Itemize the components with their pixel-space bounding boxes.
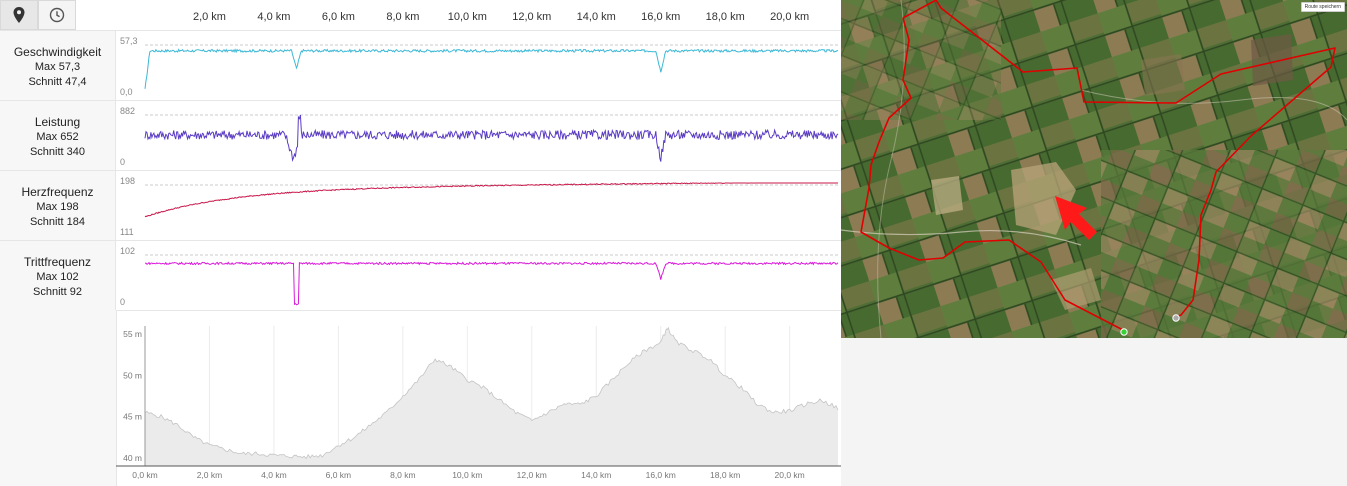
- metric-plot[interactable]: 57,3 0,0: [118, 31, 841, 101]
- distance-tick-label: 4,0 km: [257, 11, 291, 23]
- metric-row-hr: Herzfrequenz Max 198 Schnitt 184 198 111: [0, 170, 841, 241]
- time-view-button[interactable]: [38, 0, 76, 30]
- elevation-x-tick-label: 16,0 km: [646, 470, 676, 480]
- metric-max: Max 102: [36, 271, 79, 283]
- distance-tick-label: 12,0 km: [512, 11, 552, 23]
- distance-axis-top: 2,0 km 4,0 km 6,0 km 8,0 km 10,0 km 12,0 km 14…: [0, 0, 845, 30]
- metric-max: Max 57,3: [34, 61, 81, 73]
- elevation-label-column: [0, 310, 117, 486]
- metric-label: Leistung Max 652 Schnitt 340: [0, 101, 116, 171]
- map-canvas[interactable]: [841, 0, 1347, 338]
- distance-tick-label: 10,0 km: [447, 11, 487, 23]
- satellite-map[interactable]: Route speichern: [841, 0, 1347, 338]
- metric-row-cadence: Trittfrequenz Max 102 Schnitt 92 102 0: [0, 240, 841, 311]
- elevation-x-tick-label: 10,0 km: [452, 470, 482, 480]
- map-pin-icon: [13, 7, 25, 23]
- elevation-y-tick-label: 40 m: [123, 453, 142, 463]
- metric-ymax: 882: [120, 106, 136, 116]
- metric-ymin: 0,0: [120, 87, 133, 97]
- elevation-x-tick-label: 4,0 km: [261, 470, 287, 480]
- distance-tick-label: 18,0 km: [705, 11, 745, 23]
- metric-title: Geschwindigkeit: [13, 45, 102, 59]
- distance-tick-label: 14,0 km: [576, 11, 616, 23]
- map-view-button[interactable]: [0, 0, 38, 30]
- route-start-marker[interactable]: [1120, 328, 1128, 336]
- metric-plot[interactable]: 198 111: [118, 171, 841, 241]
- metric-title: Leistung: [34, 115, 81, 129]
- metric-max: Max 198: [36, 201, 79, 213]
- distance-tick-label: 16,0 km: [641, 11, 681, 23]
- elevation-x-tick-label: 8,0 km: [390, 470, 416, 480]
- metric-ymin: 0: [120, 297, 126, 307]
- direction-arrow: [1055, 196, 1097, 240]
- distance-tick-label: 20,0 km: [770, 11, 810, 23]
- metric-plot[interactable]: 102 0: [118, 241, 841, 311]
- metric-ymin: 0: [120, 157, 126, 167]
- metric-ymax: 198: [120, 176, 136, 186]
- elevation-y-tick-label: 50 m: [123, 370, 142, 380]
- elevation-x-tick-label: 12,0 km: [517, 470, 547, 480]
- elevation-x-tick-label: 18,0 km: [710, 470, 740, 480]
- metric-ymax: 102: [120, 246, 136, 256]
- metric-row-speed: Geschwindigkeit Max 57,3 Schnitt 47,4 57,3 0…: [0, 30, 841, 101]
- metric-ymin: 111: [120, 227, 134, 237]
- metric-title: Trittfrequenz: [24, 255, 91, 269]
- distance-tick-label: 2,0 km: [192, 11, 226, 23]
- elevation-y-tick-label: 55 m: [123, 329, 142, 339]
- metric-average: Schnitt 47,4: [28, 76, 87, 88]
- metric-plot[interactable]: 882 0: [118, 101, 841, 171]
- metric-row-power: Leistung Max 652 Schnitt 340 882 0: [0, 100, 841, 171]
- elevation-y-tick-label: 45 m: [123, 412, 142, 422]
- metric-average: Schnitt 184: [29, 216, 86, 228]
- elevation-x-tick-label: 20,0 km: [775, 470, 805, 480]
- metric-average: Schnitt 92: [33, 286, 82, 298]
- elevation-x-tick-label: 14,0 km: [581, 470, 611, 480]
- elevation-line: [144, 326, 839, 460]
- distance-tick-label: 6,0 km: [321, 11, 355, 23]
- elevation-panel: 40 m 45 m 50 m 55 m 0,0 km 2,0 km 4,0 km 6,0 km…: [0, 310, 841, 486]
- divider: [0, 310, 841, 311]
- elevation-x-tick-label: 2,0 km: [197, 470, 223, 480]
- route-line: [860, 0, 1336, 331]
- metric-label: Trittfrequenz Max 102 Schnitt 92: [0, 241, 116, 311]
- metric-label: Herzfrequenz Max 198 Schnitt 184: [0, 171, 116, 241]
- toolbar: [0, 0, 78, 30]
- clock-icon: [49, 7, 65, 23]
- elevation-x-tick-label: 6,0 km: [326, 470, 352, 480]
- save-route-button[interactable]: Route speichern: [1300, 2, 1345, 12]
- route-end-marker[interactable]: [1172, 314, 1180, 322]
- metric-average: Schnitt 340: [29, 146, 86, 158]
- elevation-area: [145, 327, 838, 466]
- elevation-chart[interactable]: 40 m 45 m 50 m 55 m 0,0 km 2,0 km 4,0 km 6,0 km…: [0, 310, 841, 486]
- metric-title: Herzfrequenz: [21, 185, 94, 199]
- distance-tick-label: 8,0 km: [386, 11, 420, 23]
- metric-ymax: 57,3: [120, 36, 138, 46]
- metric-label: Geschwindigkeit Max 57,3 Schnitt 47,4: [0, 31, 116, 101]
- map-footer-area: [841, 338, 1347, 486]
- elevation-x-tick-label: 0,0 km: [132, 470, 158, 480]
- metric-max: Max 652: [36, 131, 79, 143]
